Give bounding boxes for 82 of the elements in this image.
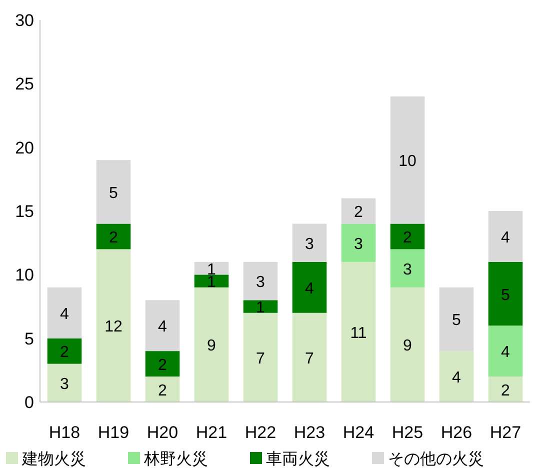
data-label: 11 — [350, 324, 367, 342]
data-label: 12 — [104, 318, 122, 336]
bar — [96, 224, 131, 250]
bar — [390, 96, 425, 224]
y-tick-label: 25 — [15, 74, 34, 94]
bar — [488, 326, 523, 377]
bar — [292, 224, 327, 262]
y-tick-label: 20 — [15, 138, 34, 158]
bar — [194, 262, 229, 275]
y-tick-label: 10 — [15, 266, 34, 285]
x-tick-label: H21 — [196, 423, 228, 442]
data-label: 1 — [207, 274, 216, 292]
bar — [390, 287, 425, 402]
x-tick-label: H25 — [392, 423, 424, 442]
bar — [292, 312, 327, 402]
legend-label: 建物火災 — [21, 450, 86, 468]
data-label: 2 — [501, 382, 510, 400]
data-label: 4 — [158, 318, 168, 336]
bar — [194, 287, 229, 402]
x-tick-label: H19 — [98, 423, 130, 442]
x-tick-label: H20 — [146, 423, 178, 442]
bar — [47, 287, 82, 338]
y-tick-label: 5 — [24, 329, 34, 348]
y-tick-label: 0 — [24, 393, 34, 412]
data-label: 5 — [109, 184, 118, 202]
y-tick-label: 30 — [15, 11, 34, 30]
bar — [341, 262, 376, 402]
data-label: 9 — [207, 338, 216, 355]
x-tick-label: H23 — [294, 423, 326, 442]
bar — [439, 287, 474, 352]
bar — [96, 160, 131, 224]
x-tick-label: H27 — [490, 423, 522, 442]
data-label: 2 — [60, 344, 70, 362]
bar — [47, 338, 82, 364]
data-label: 10 — [398, 153, 416, 170]
bar — [243, 262, 278, 300]
bar — [439, 351, 474, 402]
bar — [488, 262, 523, 326]
data-label: 5 — [501, 286, 510, 304]
bar — [243, 312, 278, 402]
x-tick-label: H24 — [342, 423, 374, 442]
bar — [96, 249, 131, 402]
data-label: 3 — [305, 236, 314, 253]
bar — [145, 300, 180, 352]
data-label: 5 — [452, 312, 462, 330]
data-label: 9 — [403, 338, 412, 355]
x-tick-label: H18 — [48, 423, 80, 442]
legend-label: その他の火災 — [388, 450, 484, 468]
bar — [341, 198, 376, 224]
bar — [341, 224, 376, 262]
bar — [145, 351, 180, 377]
data-label: 2 — [354, 204, 364, 221]
data-label: 3 — [403, 261, 412, 278]
x-tick-label: H26 — [440, 423, 472, 442]
bar — [145, 376, 180, 402]
data-label: 3 — [256, 274, 266, 292]
legend-label: 林野火災 — [143, 450, 208, 468]
data-label: 7 — [256, 350, 266, 368]
bar — [194, 274, 229, 288]
data-label: 3 — [354, 236, 364, 253]
data-label: 4 — [452, 370, 462, 387]
data-label: 1 — [256, 300, 266, 316]
bar — [390, 249, 425, 288]
data-label: 3 — [60, 376, 70, 393]
bar — [390, 224, 425, 250]
x-tick-label: H22 — [244, 423, 276, 442]
bar — [488, 211, 523, 262]
bar — [488, 376, 523, 402]
bar — [292, 262, 327, 313]
data-label: 2 — [109, 229, 118, 246]
data-label: 2 — [158, 356, 168, 374]
y-tick-label: 15 — [15, 202, 34, 221]
data-label: 4 — [305, 280, 314, 298]
data-label: 4 — [501, 229, 510, 246]
legend-label: 車両火災 — [266, 450, 330, 468]
bar — [47, 364, 82, 402]
data-label: 4 — [60, 306, 70, 323]
data-label: 4 — [501, 344, 510, 362]
data-label: 2 — [403, 229, 412, 246]
bar — [243, 300, 278, 313]
data-label: 7 — [305, 350, 314, 368]
data-label: 2 — [158, 382, 168, 400]
